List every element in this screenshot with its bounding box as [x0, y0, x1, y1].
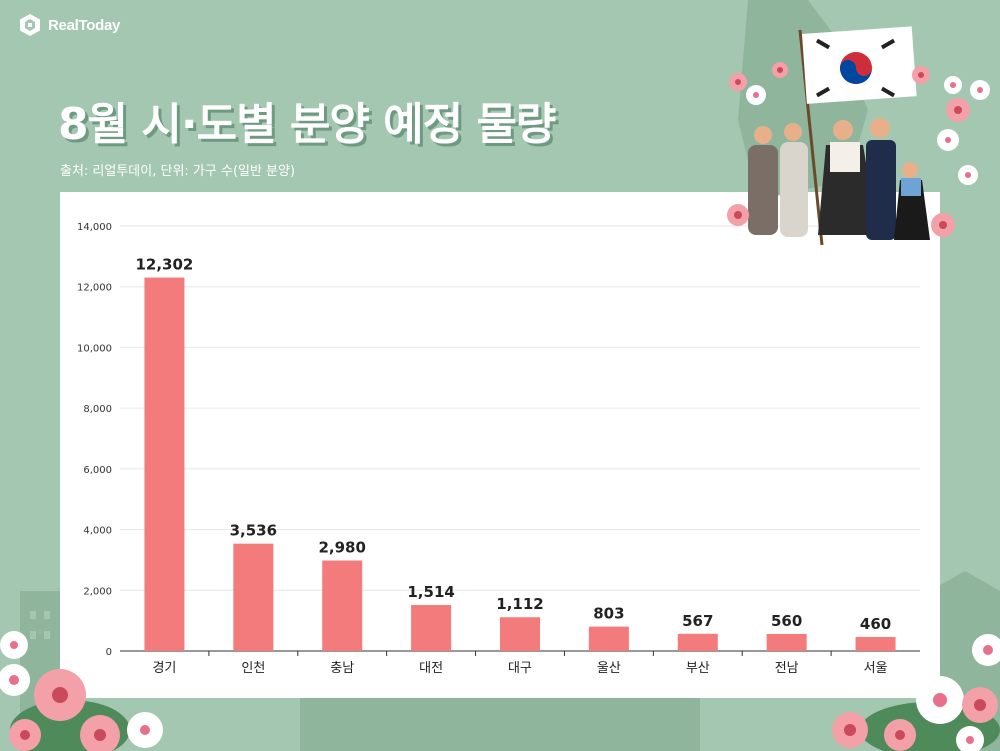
x-tick-label: 인천 [241, 661, 265, 676]
page-title: 8월 시·도별 분양 예정 물량 [58, 99, 556, 150]
flower-decoration-right [832, 634, 1000, 751]
flower-decoration-left [0, 631, 163, 751]
bar-대전 [411, 605, 452, 651]
chart-card: 0 2,000 4,000 6,000 8,000 10,000 12,000 14,000 1… [60, 192, 940, 698]
x-tick-label: 대구 [508, 661, 532, 676]
y-tick-label: 4,000 [83, 526, 112, 537]
bar-부산 [677, 633, 718, 651]
bar-전남 [766, 634, 807, 651]
bar-서울 [855, 637, 896, 651]
y-tick-label: 6,000 [83, 465, 112, 476]
logo: RealToday [18, 12, 120, 38]
y-tick-label: 14,000 [77, 222, 112, 233]
logo-text: RealToday [48, 16, 121, 34]
bar-대구 [500, 617, 540, 651]
x-tick-label: 대전 [419, 661, 443, 676]
data-label: 1,112 [496, 595, 543, 613]
y-tick-label: 2,000 [83, 586, 112, 597]
bar-인천 [233, 543, 274, 651]
data-label: 12,302 [135, 256, 193, 274]
x-tick-label: 서울 [864, 661, 888, 676]
y-tick-label: 8,000 [83, 404, 112, 415]
data-label: 567 [682, 612, 713, 630]
x-tick-label: 울산 [597, 661, 621, 676]
source-note: 출처: 리얼투데이, 단위: 가구 수(일반 분양) [60, 164, 296, 179]
realtoday-logo-icon [20, 14, 40, 36]
x-tick-label: 경기 [152, 661, 176, 676]
data-label: 2,980 [318, 539, 365, 557]
celebration-illustration [727, 0, 990, 246]
y-tick-label: 10,000 [77, 343, 112, 354]
x-tick-label: 충남 [330, 661, 354, 676]
bar-충남 [322, 560, 363, 651]
data-label: 1,514 [407, 583, 454, 601]
bar-울산 [588, 626, 629, 651]
data-label: 803 [593, 605, 624, 623]
data-label: 560 [771, 612, 802, 630]
y-tick-label: 0 [106, 647, 112, 658]
x-tick-label: 부산 [686, 661, 710, 676]
data-label: 3,536 [230, 522, 277, 540]
data-label: 460 [860, 615, 891, 633]
bar-경기 [144, 277, 185, 651]
x-tick-label: 전남 [775, 661, 799, 676]
y-tick-label: 12,000 [77, 283, 112, 294]
bar-chart: 0 2,000 4,000 6,000 8,000 10,000 12,000 14,000 1… [77, 222, 920, 676]
